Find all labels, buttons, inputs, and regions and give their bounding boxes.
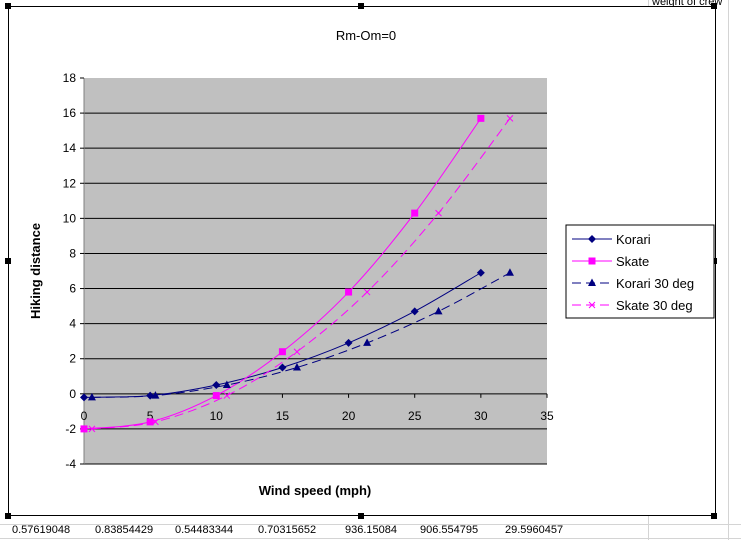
series-layer (80, 114, 514, 433)
data-point-3 (223, 392, 231, 399)
data-point-3 (363, 288, 371, 296)
legend-label: Korari (616, 232, 651, 247)
legend-marker (588, 235, 596, 243)
data-point-2 (363, 338, 372, 346)
data-point-1 (345, 288, 353, 296)
x-tick-label: 25 (408, 409, 422, 423)
marker-stroke (88, 425, 96, 433)
resize-handle-bottom-left[interactable] (5, 513, 11, 519)
y-tick-label: 6 (69, 282, 76, 296)
sheet-cell[interactable]: 936.15084 (345, 524, 397, 536)
chart-title: Rm-Om=0 (336, 28, 396, 43)
resize-handle-top-left[interactable] (5, 3, 11, 9)
sheet-row-line (0, 524, 741, 525)
data-point-1 (80, 425, 88, 433)
resize-handle-top-right[interactable] (711, 3, 717, 9)
data-point-1 (477, 114, 485, 122)
y-tick-label: 8 (69, 246, 76, 260)
y-tick-label: 4 (69, 317, 76, 331)
y-tick-label: 16 (63, 106, 77, 120)
sheet-cell[interactable]: 29.5960457 (505, 524, 564, 536)
y-tick-label: 0 (69, 387, 76, 401)
data-point-0 (410, 307, 419, 316)
x-axis-label: Wind speed (mph) (259, 483, 372, 498)
y-tick-label: 14 (63, 141, 77, 155)
data-point-0 (344, 338, 353, 347)
y-tick-label: 2 (69, 352, 76, 366)
y-tick-label: 10 (63, 211, 77, 225)
data-point-0 (278, 363, 287, 372)
x-tick-label: 5 (147, 409, 154, 423)
y-tick-label: -2 (65, 422, 76, 436)
data-point-0 (80, 393, 88, 402)
marker-stroke (152, 418, 159, 426)
sheet-cell[interactable]: 0.70315652 (258, 524, 317, 536)
legend-label: Skate (616, 254, 649, 269)
y-tick-label: -4 (65, 457, 76, 471)
data-point-0 (476, 268, 485, 277)
resize-handle-bottom[interactable] (358, 513, 364, 519)
sheet-cell[interactable]: 0.83854429 (95, 524, 154, 536)
data-point-2 (87, 392, 96, 401)
y-tick-label: 18 (63, 71, 77, 85)
marker-stroke (293, 348, 301, 356)
y-axis-label: Hiking distance (28, 223, 43, 319)
sheet-row-line (0, 538, 741, 539)
legend-marker (588, 278, 596, 286)
data-point-2 (434, 306, 443, 315)
data-point-3 (506, 115, 514, 122)
y-tick-label: 12 (63, 176, 77, 190)
x-tick-label: 20 (342, 409, 356, 423)
plot-area[interactable] (84, 78, 547, 464)
x-tick-label: 30 (474, 409, 488, 423)
x-tick-label: 35 (540, 409, 554, 423)
sheet-cell[interactable]: 0.57619048 (12, 524, 71, 536)
legend: Korari Skate Korari 30 deg Skate 30 deg (572, 232, 694, 313)
marker-stroke (363, 288, 371, 296)
marker-stroke (223, 392, 231, 399)
grid-lines (84, 112, 547, 465)
data-point-3 (152, 418, 159, 426)
data-point-1 (146, 418, 154, 426)
x-tick-label: 15 (276, 409, 290, 423)
data-point-3 (435, 209, 442, 217)
x-tick-label: 10 (210, 409, 224, 423)
data-point-1 (278, 348, 286, 356)
resize-handle-left[interactable] (5, 258, 11, 264)
data-point-2 (151, 391, 160, 399)
data-point-2 (222, 380, 231, 389)
marker-stroke (588, 301, 596, 309)
data-point-1 (212, 392, 220, 400)
sheet-cell-header[interactable]: weight of crew (652, 0, 723, 8)
resize-handle-bottom-right[interactable] (711, 513, 717, 519)
data-point-2 (292, 363, 301, 371)
sheet-cell[interactable]: 906.554795 (420, 524, 479, 536)
x-tick-label: 0 (81, 409, 88, 423)
marker-stroke (506, 115, 514, 122)
data-point-1 (411, 209, 419, 217)
data-point-3 (293, 348, 301, 356)
resize-handle-top[interactable] (358, 3, 364, 9)
data-point-2 (505, 268, 514, 276)
marker-stroke (435, 209, 442, 217)
sheet-cell[interactable]: 0.54483344 (175, 524, 234, 536)
data-point-3 (88, 425, 96, 433)
axis-ticks: -4 -2 0 2 4 6 8 10 12 14 16 18 0 5 10 15 20 25 30 35 (63, 71, 554, 471)
sheet-column-line (728, 0, 729, 540)
legend-label: Korari 30 deg (616, 276, 694, 291)
legend-marker (588, 257, 596, 265)
legend-marker (588, 301, 596, 309)
legend-label: Skate 30 deg (616, 298, 693, 313)
